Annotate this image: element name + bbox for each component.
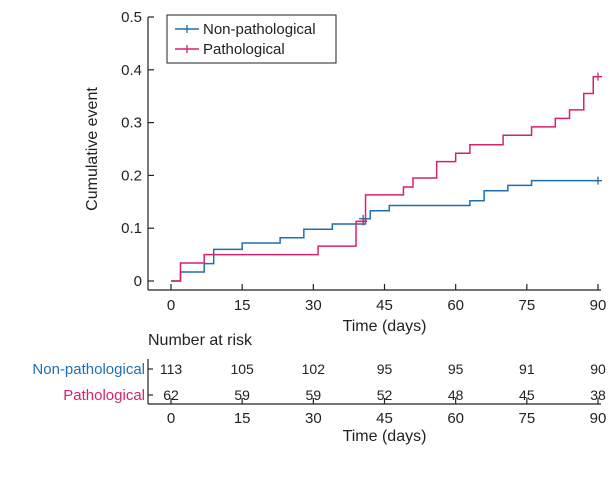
risk-cell: 105 xyxy=(230,361,254,377)
risk-cell: 52 xyxy=(377,387,393,403)
risk-cell: 59 xyxy=(234,387,250,403)
y-ticks: 0 0.1 0.2 0.3 0.4 0.5 xyxy=(121,9,154,290)
risk-x-tick-label: 30 xyxy=(305,410,322,427)
x-tick-label: 60 xyxy=(447,297,464,314)
main-plot: 0 0.1 0.2 0.3 0.4 0.5 0 15 30 45 60 75 90 Cumulativ… xyxy=(84,9,606,335)
risk-x-tick-label: 90 xyxy=(590,410,607,427)
risk-cell: 90 xyxy=(590,361,606,377)
legend-label: Non-pathological xyxy=(203,21,316,38)
risk-cell: 38 xyxy=(590,387,606,403)
x-tick-label: 75 xyxy=(518,297,535,314)
x-tick-label: 30 xyxy=(305,297,322,314)
y-tick-label: 0.4 xyxy=(121,62,142,79)
risk-cell: 95 xyxy=(448,361,464,377)
censor-mark xyxy=(594,72,602,81)
risk-cell: 113 xyxy=(160,361,183,377)
legend-label: Pathological xyxy=(203,41,285,58)
risk-table-rows: Non-pathological 113 105 102 95 95 91 90 Patholo… xyxy=(32,361,606,404)
risk-cell: 48 xyxy=(448,387,464,403)
y-axis-title: Cumulative event xyxy=(84,87,101,211)
risk-cell: 59 xyxy=(306,387,322,403)
risk-x-tick-label: 75 xyxy=(518,410,535,427)
risk-x-tick-label: 45 xyxy=(376,410,393,427)
x-axis-title: Time (days) xyxy=(343,318,427,335)
censor-mark xyxy=(594,176,602,185)
y-tick-label: 0 xyxy=(134,273,142,290)
risk-row-label: Non-pathological xyxy=(32,361,145,378)
x-tick-label: 0 xyxy=(167,297,175,314)
risk-cell: 102 xyxy=(302,361,326,377)
legend: Non-pathological Pathological xyxy=(166,14,337,64)
risk-x-tick-label: 60 xyxy=(447,410,464,427)
x-tick-label: 15 xyxy=(234,297,251,314)
risk-table-title: Number at risk xyxy=(148,332,253,349)
censor-mark xyxy=(359,217,368,226)
risk-cell: 91 xyxy=(519,361,535,377)
risk-cell: 95 xyxy=(377,361,393,377)
risk-table-x-axis-title: Time (days) xyxy=(343,428,427,445)
y-tick-label: 0.2 xyxy=(121,167,142,184)
y-tick-label: 0.1 xyxy=(121,220,142,237)
risk-x-tick-label: 15 xyxy=(234,410,251,427)
series-line-non-pathological xyxy=(171,179,598,282)
legend-items: Non-pathological Pathological xyxy=(175,21,316,58)
risk-table: Number at risk Non-pathological 113 105 102… xyxy=(32,332,606,445)
legend-box xyxy=(166,14,337,64)
x-tick-label: 45 xyxy=(376,297,393,314)
survival-curves xyxy=(171,72,602,282)
risk-x-tick-label: 0 xyxy=(167,410,175,427)
y-tick-label: 0.3 xyxy=(121,115,142,132)
risk-row-label: Pathological xyxy=(63,387,145,404)
risk-cell: 45 xyxy=(519,387,535,403)
series-line-pathological xyxy=(171,75,598,282)
risk-table-x-ticks: 0 15 30 45 60 75 90 xyxy=(167,398,607,427)
x-tick-label: 90 xyxy=(590,297,607,314)
risk-cell: 62 xyxy=(163,387,179,403)
y-tick-label: 0.5 xyxy=(121,9,142,26)
x-ticks: 0 15 30 45 60 75 90 xyxy=(167,284,607,314)
